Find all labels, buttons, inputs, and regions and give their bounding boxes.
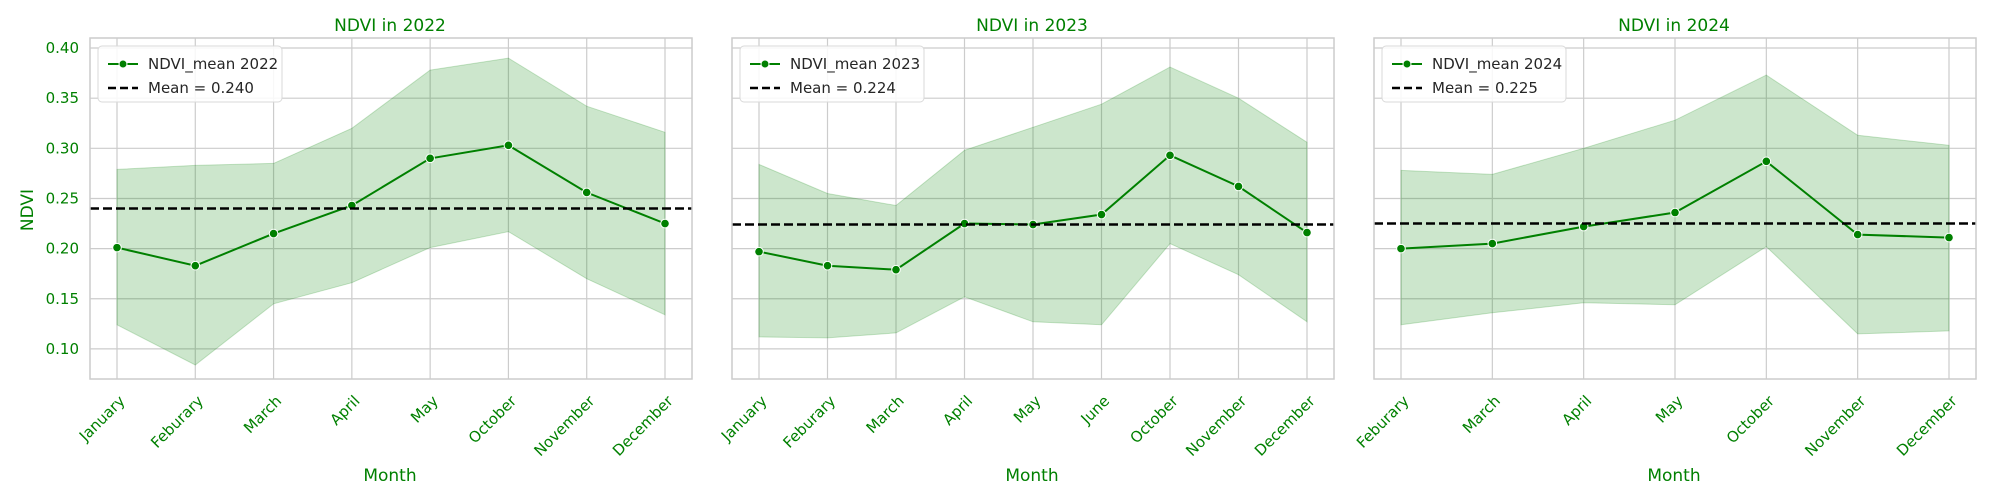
x-tick-label: May bbox=[1010, 392, 1045, 427]
x-tick-label: January bbox=[75, 392, 129, 446]
x-tick-label: March bbox=[240, 392, 285, 437]
plot-frame bbox=[731, 37, 1335, 380]
plot-frame bbox=[89, 37, 693, 380]
x-tick-label: May bbox=[407, 392, 442, 427]
x-tick-label: December bbox=[1893, 391, 1961, 459]
x-tick-label: April bbox=[1558, 392, 1595, 429]
legend: NDVI_mean 2023 Mean = 0.224 bbox=[739, 45, 925, 103]
y-tick-label: 0.15 bbox=[46, 290, 79, 308]
legend-series-label: NDVI_mean 2024 bbox=[1432, 55, 1562, 74]
confidence-band bbox=[116, 57, 666, 366]
plot-frame bbox=[1373, 37, 1977, 380]
legend-series-label: NDVI_mean 2023 bbox=[790, 55, 920, 74]
data-point bbox=[1852, 229, 1863, 240]
y-tick-label: 0.20 bbox=[46, 240, 79, 258]
y-tick-label: 0.25 bbox=[46, 189, 79, 207]
data-point bbox=[425, 153, 435, 164]
x-axis-label: Month bbox=[363, 466, 416, 486]
legend-box bbox=[97, 45, 283, 103]
x-tick-label: March bbox=[1459, 392, 1504, 437]
chart-panel-2023: NDVI in 2023 Month January Feburary March A… bbox=[717, 16, 1335, 486]
x-tick-label: May bbox=[1652, 392, 1687, 427]
x-axis-label: Month bbox=[1647, 466, 1700, 486]
data-point bbox=[1761, 156, 1772, 167]
x-axis-label: Month bbox=[1005, 466, 1058, 486]
data-point bbox=[1233, 181, 1244, 192]
x-tick-label: November bbox=[1801, 391, 1869, 459]
chart-panel-2022: NDVI in 2022 Month NDVI 0.10 0.15 0.20 0.25… bbox=[18, 16, 693, 486]
plot-area bbox=[1374, 38, 1976, 379]
chart-title: NDVI in 2022 bbox=[334, 16, 446, 36]
chart-title: NDVI in 2024 bbox=[1618, 16, 1730, 36]
legend-box bbox=[1381, 45, 1567, 103]
data-point bbox=[1096, 209, 1107, 220]
legend: NDVI_mean 2024 Mean = 0.225 bbox=[1381, 45, 1567, 103]
x-tick-label: October bbox=[1723, 391, 1779, 447]
legend-series-marker bbox=[760, 59, 770, 69]
x-tick-label: October bbox=[1126, 391, 1182, 447]
confidence-band bbox=[1400, 74, 1950, 335]
x-tick-label: March bbox=[863, 392, 908, 437]
data-point bbox=[1396, 243, 1406, 254]
x-tick-label: December bbox=[609, 391, 677, 459]
y-tick-label: 0.10 bbox=[46, 340, 79, 358]
x-tick-label: June bbox=[1077, 392, 1114, 429]
legend-box bbox=[739, 45, 925, 103]
x-tick-label: November bbox=[530, 391, 598, 459]
y-axis-label: NDVI bbox=[18, 189, 38, 231]
data-point bbox=[1302, 227, 1312, 238]
data-point bbox=[1487, 238, 1498, 249]
legend-mean-label: Mean = 0.225 bbox=[1432, 79, 1538, 97]
data-point bbox=[1944, 232, 1954, 243]
legend-mean-label: Mean = 0.224 bbox=[790, 79, 896, 97]
legend: NDVI_mean 2022 Mean = 0.240 bbox=[97, 45, 283, 103]
legend-mean-label: Mean = 0.240 bbox=[148, 79, 254, 97]
data-point bbox=[1165, 150, 1175, 161]
legend-series-label: NDVI_mean 2022 bbox=[148, 55, 278, 74]
x-tick-label: Feburary bbox=[1353, 392, 1413, 452]
y-tick-label: 0.35 bbox=[46, 89, 79, 107]
legend-series-marker bbox=[118, 59, 128, 69]
data-point bbox=[503, 140, 514, 151]
y-tick-label: 0.40 bbox=[46, 39, 79, 57]
x-tick-label: April bbox=[327, 392, 364, 429]
x-tick-label: January bbox=[717, 392, 771, 446]
data-point bbox=[1670, 207, 1680, 218]
data-point bbox=[754, 246, 764, 257]
x-tick-label: November bbox=[1182, 391, 1250, 459]
data-point bbox=[891, 264, 901, 275]
data-point bbox=[581, 187, 592, 198]
data-point bbox=[268, 228, 279, 239]
x-tick-label: Feburary bbox=[147, 392, 207, 452]
legend-series-marker bbox=[1402, 59, 1412, 69]
chart-title: NDVI in 2023 bbox=[976, 16, 1088, 36]
y-tick-label: 0.30 bbox=[46, 139, 79, 157]
data-point bbox=[112, 242, 122, 253]
plot-area bbox=[732, 38, 1334, 379]
series-line bbox=[116, 144, 666, 267]
x-tick-label: Feburary bbox=[779, 392, 839, 452]
chart-panel-2024: NDVI in 2024 Month Feburary March April May… bbox=[1353, 16, 1977, 486]
data-point bbox=[190, 260, 201, 271]
data-point bbox=[822, 260, 833, 271]
data-point bbox=[660, 218, 670, 229]
x-tick-label: April bbox=[939, 392, 976, 429]
x-tick-label: October bbox=[465, 391, 521, 447]
x-tick-label: December bbox=[1251, 391, 1319, 459]
